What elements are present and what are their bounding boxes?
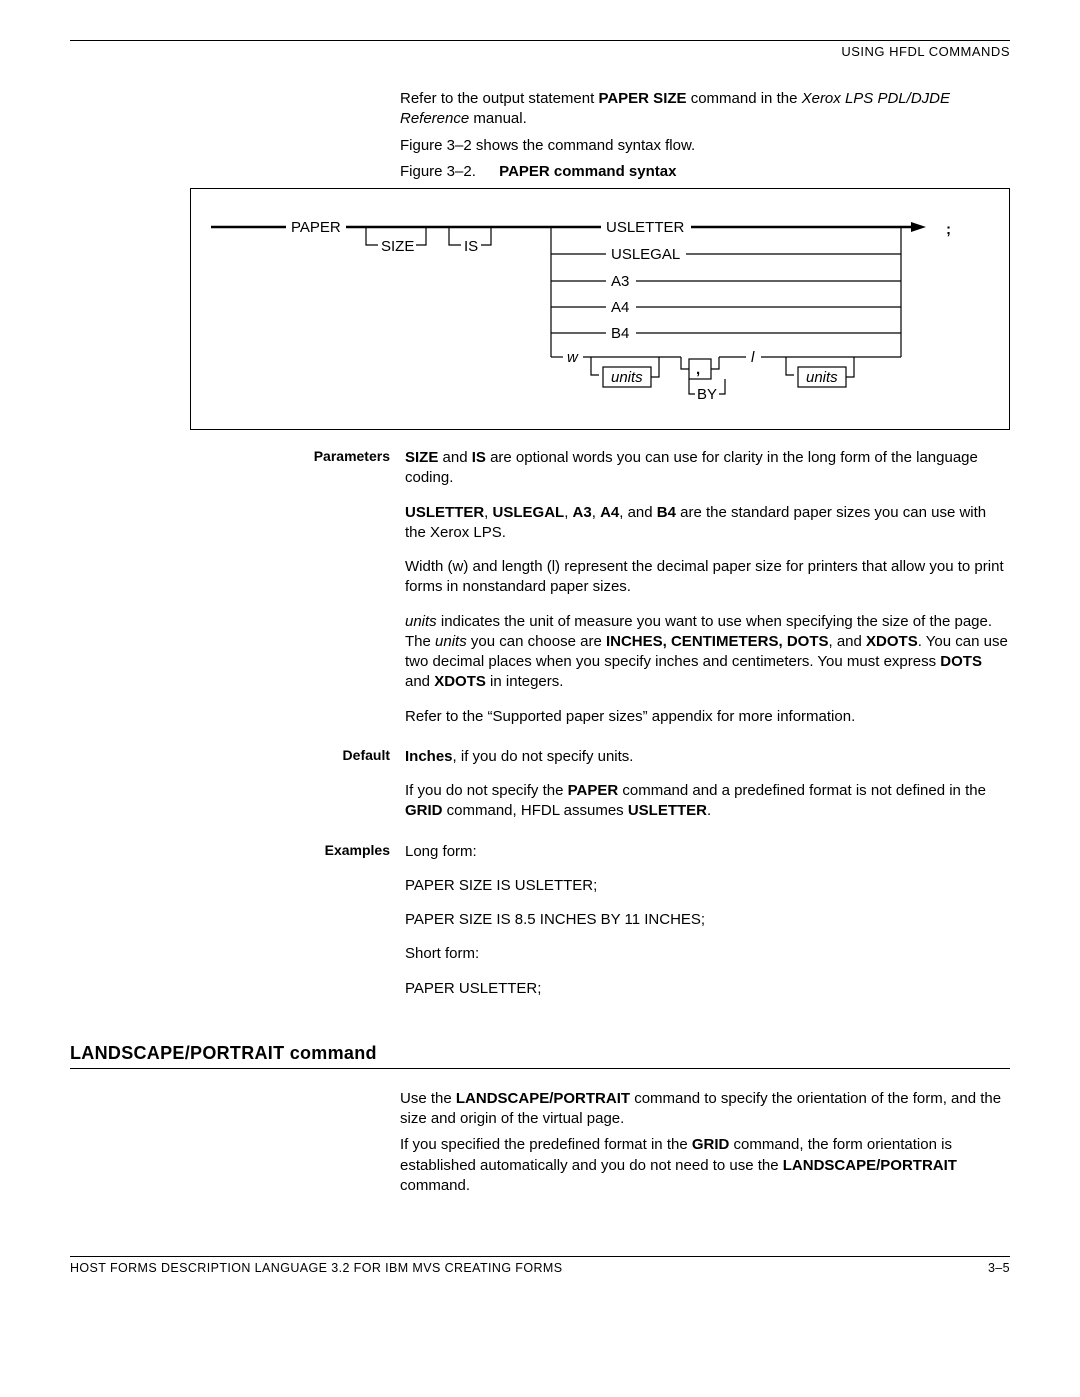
ex-long-label: Long form: (405, 842, 1010, 862)
section-heading: LANDSCAPE/PORTRAIT command (70, 1043, 1010, 1064)
ex-line3: PAPER USLETTER; (405, 979, 1010, 999)
param-p4: units indicates the unit of measure you … (405, 612, 1010, 693)
section-p1: Use the LANDSCAPE/PORTRAIT command to sp… (400, 1089, 1010, 1130)
ex-line1: PAPER SIZE IS USLETTER; (405, 876, 1010, 896)
footer-left: HOST FORMS DESCRIPTION LANGUAGE 3.2 FOR … (70, 1261, 562, 1275)
ex-short-label: Short form: (405, 944, 1010, 964)
svg-text:units: units (806, 369, 838, 386)
svg-text:IS: IS (464, 238, 478, 255)
section-p2: If you specified the predefined format i… (400, 1135, 1010, 1196)
svg-text:w: w (567, 349, 579, 366)
svg-text:units: units (611, 369, 643, 386)
svg-text:;: ; (946, 221, 951, 238)
param-p2: USLETTER, USLEGAL, A3, A4, and B4 are th… (405, 503, 1010, 544)
intro-p1: Refer to the output statement PAPER SIZE… (400, 89, 1010, 130)
ex-line2: PAPER SIZE IS 8.5 INCHES BY 11 INCHES; (405, 910, 1010, 930)
svg-text:SIZE: SIZE (381, 238, 414, 255)
svg-text:l: l (751, 349, 755, 366)
svg-text:BY: BY (697, 386, 717, 403)
svg-text:A3: A3 (611, 273, 629, 290)
label-default: Default (295, 747, 390, 836)
default-p2: If you do not specify the PAPER command … (405, 781, 1010, 822)
figure-caption: Figure 3–2. PAPER command syntax (400, 162, 1010, 182)
param-p5: Refer to the “Supported paper sizes” app… (405, 707, 1010, 727)
label-parameters: Parameters (295, 448, 390, 741)
param-p3: Width (w) and length (l) represent the d… (405, 557, 1010, 598)
svg-text:USLEGAL: USLEGAL (611, 246, 680, 263)
svg-text:,: , (696, 361, 700, 378)
syntax-diagram: .t{font-family:Arial,sans-serif;font-siz… (190, 188, 1010, 430)
intro-p2: Figure 3–2 shows the command syntax flow… (400, 136, 1010, 156)
param-p1: SIZE and IS are optional words you can u… (405, 448, 1010, 489)
default-p1: Inches, if you do not specify units. (405, 747, 1010, 767)
label-examples: Examples (295, 842, 390, 1013)
svg-text:USLETTER: USLETTER (606, 219, 685, 236)
svg-text:PAPER: PAPER (291, 219, 341, 236)
running-header: USING HFDL COMMANDS (70, 44, 1010, 59)
svg-text:B4: B4 (611, 325, 629, 342)
svg-text:A4: A4 (611, 299, 629, 316)
footer-right: 3–5 (988, 1261, 1010, 1275)
